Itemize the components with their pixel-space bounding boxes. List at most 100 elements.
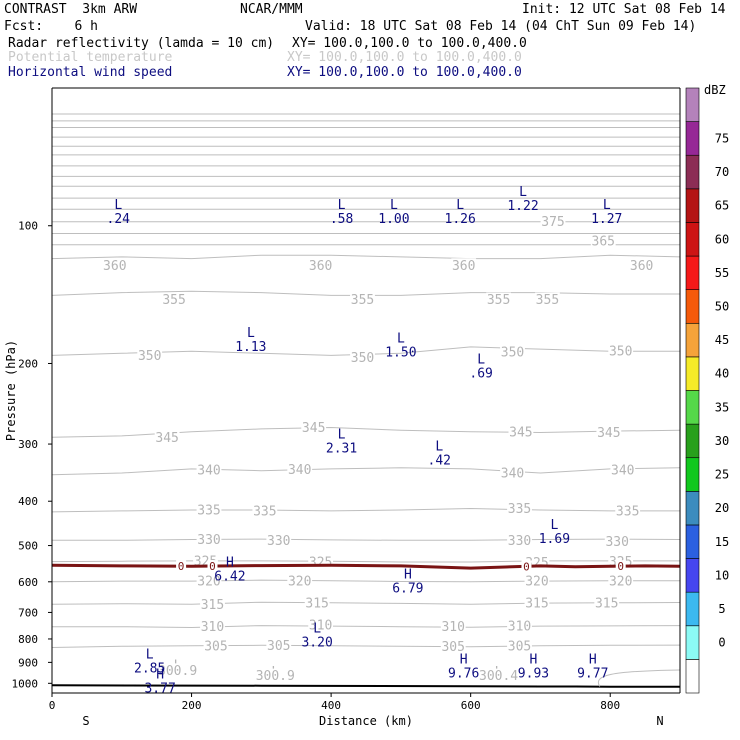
colorbar-label: 35	[715, 400, 729, 414]
wind-extremum-value: 3.77	[144, 681, 175, 696]
theta-label-bg	[196, 532, 222, 546]
colorbar-label: 20	[715, 501, 729, 515]
wind-extremum-value: 1.13	[235, 340, 266, 355]
theta-label-bg	[301, 420, 327, 434]
wind-extremum-value: 6.42	[214, 569, 245, 584]
colorbar-segment	[685, 289, 700, 324]
x-tick-label: 600	[461, 699, 481, 712]
wind-extremum-value: 3.20	[301, 636, 332, 651]
theta-label-bg	[440, 619, 466, 633]
wind-low-marker: L	[146, 648, 154, 663]
y-tick-label: 200	[18, 357, 38, 370]
theta-label-bg	[350, 350, 375, 364]
wind-high-marker: H	[589, 652, 597, 667]
center-label: NCAR/MMM	[240, 2, 303, 17]
x-tick-label: 200	[182, 699, 202, 712]
colorbar-label: 65	[715, 199, 729, 213]
colorbar-segment	[685, 121, 700, 156]
theta-label-bg	[196, 574, 222, 588]
zero-contour-line	[51, 563, 681, 570]
zero-label-bg	[207, 560, 218, 573]
theta-label-bg	[200, 597, 225, 611]
theta-label: 300.4	[479, 669, 518, 684]
wind-low-marker: L	[390, 198, 398, 213]
theta-label: 375	[541, 215, 564, 230]
field-2-xy: XY= 100.0,100.0 to 100.0,400.0	[287, 50, 522, 65]
theta-label: 355	[536, 293, 559, 308]
x-tick-label: 400	[321, 699, 341, 712]
y-tick-label: 800	[18, 633, 38, 646]
y-tick-label: 300	[18, 438, 38, 451]
theta-label-bg	[486, 292, 511, 306]
theta-label-bg	[137, 348, 163, 362]
y-tick-label: 1000	[12, 677, 39, 690]
wind-extremum-value: 9.93	[518, 666, 549, 681]
zero-contour-label: 0	[523, 560, 530, 573]
theta-label: 310	[201, 620, 224, 635]
wind-low-marker: L	[519, 185, 527, 200]
theta-label: 340	[611, 464, 634, 479]
theta-contour-330	[52, 538, 681, 541]
y-tick-label: 900	[18, 656, 38, 669]
theta-label-bg	[266, 533, 292, 547]
theta-label-bg	[266, 638, 292, 652]
theta-contour-310	[52, 625, 681, 629]
x-tick-label: 800	[600, 699, 620, 712]
theta-label-bg	[308, 617, 334, 631]
theta-label: 330	[605, 535, 628, 550]
field-2-label: Potential temperature	[8, 50, 173, 65]
theta-label: 340	[501, 466, 524, 481]
wind-extremum-value: 9.76	[448, 666, 479, 681]
colorbar-segment	[685, 188, 700, 223]
zero-contour-label: 0	[617, 560, 624, 573]
wind-high-marker: H	[530, 652, 538, 667]
colorbar-label: 15	[715, 535, 729, 549]
y-tick-label: 100	[18, 220, 38, 233]
theta-contour-325	[51, 560, 680, 563]
theta-label: 320	[197, 575, 220, 590]
colorbar-label: 75	[715, 131, 729, 145]
y-tick-label: 500	[18, 540, 38, 553]
theta-label: 320	[288, 575, 311, 590]
theta-label-bg	[604, 534, 630, 548]
wind-low-marker: L	[456, 198, 464, 213]
wind-extremum-value: 1.22	[507, 199, 538, 214]
theta-contour-320	[51, 579, 680, 583]
theta-label-bg	[596, 425, 622, 439]
colorbar-label: 0	[718, 636, 725, 650]
theta-label-bg	[161, 292, 187, 306]
theta-label: 345	[597, 426, 620, 441]
wind-low-marker: L	[477, 352, 485, 367]
colorbar-label: 30	[715, 434, 729, 448]
theta-contour-335	[51, 507, 680, 513]
south-end-label: S	[82, 714, 89, 728]
colorbar-label: 40	[715, 367, 729, 381]
wind-low-marker: L	[603, 198, 611, 213]
theta-label-bg	[252, 503, 278, 517]
theta-label: 315	[525, 597, 548, 612]
wind-low-marker: L	[338, 428, 346, 443]
theta-label-bg	[540, 214, 566, 228]
theta-label: 350	[501, 346, 524, 361]
theta-label-bg	[507, 501, 532, 515]
theta-label-bg	[287, 574, 313, 588]
theta-label: 360	[630, 259, 653, 274]
colorbar-segment	[685, 591, 700, 627]
theta-label-bg	[608, 344, 634, 358]
theta-label: 335	[508, 502, 531, 517]
wind-extremum-value: 1.69	[539, 532, 570, 547]
field-3-label: Horizontal wind speed	[8, 65, 173, 80]
theta-label-bg	[608, 574, 634, 588]
y-tick-label: 700	[18, 606, 38, 619]
theta-label: 335	[197, 503, 220, 518]
wind-extremum-value: 1.00	[378, 212, 409, 227]
theta-label-bg	[594, 595, 620, 609]
wind-low-marker: L	[550, 518, 558, 533]
theta-label-bg	[478, 668, 519, 682]
colorbar-label: 70	[715, 165, 729, 179]
theta-label-bg	[200, 619, 225, 633]
colorbar-unit: dBZ	[704, 83, 726, 97]
wind-low-marker: L	[397, 332, 405, 347]
wind-high-marker: H	[404, 567, 412, 582]
